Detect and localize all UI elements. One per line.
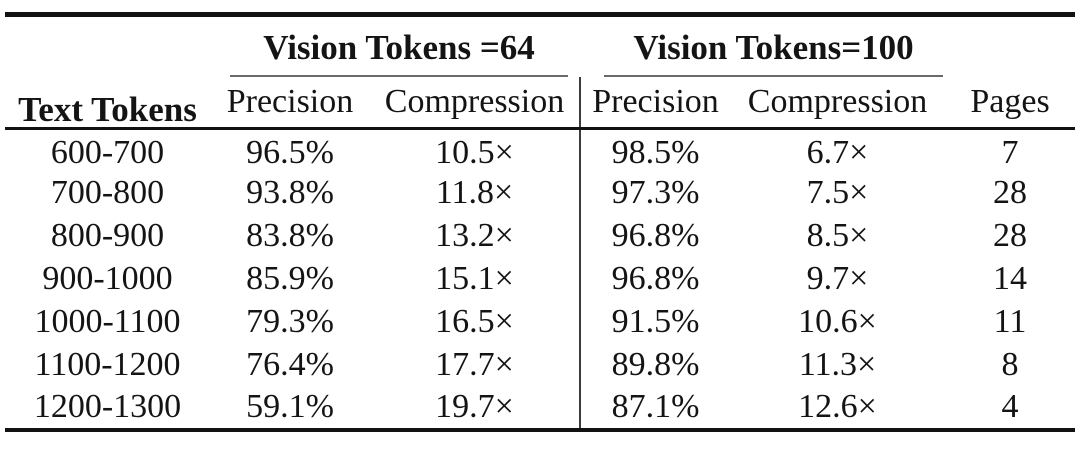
table-row: 1100-1200 76.4% 17.7× 89.8% 11.3× 8 — [5, 343, 1075, 387]
subheader-row: Precision Compression Precision Compress… — [5, 76, 1076, 130]
cell-compression-64: 17.7× — [435, 346, 514, 383]
cell-pages: 28 — [993, 174, 1028, 211]
cell-precision-64: 76.4% — [246, 346, 334, 383]
cell-compression-100: 9.7× — [806, 260, 869, 297]
cell-text-tokens: 900-1000 — [42, 260, 173, 297]
cell-pages: 7 — [1001, 133, 1019, 171]
subheader-precision-64: Precision — [210, 76, 370, 130]
cell-compression-100: 10.6× — [798, 303, 877, 340]
table-row: 1000-1100 79.3% 16.5× 91.5% 10.6× 11 — [5, 300, 1075, 344]
cell-pages: 8 — [1001, 346, 1019, 383]
cell-precision-64: 83.8% — [246, 217, 334, 254]
cell-precision-100: 96.8% — [579, 257, 731, 301]
cell-text-tokens: 600-700 — [50, 133, 165, 171]
table-row: 600-700 96.5% 10.5× 98.5% 6.7× 7 — [5, 128, 1075, 172]
subheader-precision-100: Precision — [579, 76, 731, 130]
cell-pages: 14 — [993, 260, 1028, 297]
cell-precision-100: 89.8% — [579, 343, 731, 387]
cell-precision-64: 85.9% — [246, 260, 334, 297]
group-label-vision-tokens-64: Vision Tokens =64 — [230, 30, 569, 77]
cell-text-tokens: 1200-1300 — [33, 388, 182, 425]
cell-compression-64: 11.8× — [435, 174, 514, 211]
cell-compression-100: 11.3× — [798, 346, 877, 383]
cell-text-tokens: 800-900 — [50, 217, 165, 254]
cell-precision-100: 97.3% — [579, 171, 731, 215]
cell-precision-100: 91.5% — [579, 300, 731, 344]
table-row: 800-900 83.8% 13.2× 96.8% 8.5× 28 — [5, 214, 1075, 258]
cell-compression-100: 7.5× — [806, 174, 869, 211]
cell-compression-64: 13.2× — [435, 217, 514, 254]
cell-compression-100: 6.7× — [806, 133, 869, 171]
cell-precision-100: 98.5% — [579, 128, 731, 172]
cell-text-tokens: 1100-1200 — [34, 346, 181, 383]
group-header-empty — [945, 15, 1075, 77]
table-row: 900-1000 85.9% 15.1× 96.8% 9.7× 14 — [5, 257, 1075, 301]
group-label-vision-tokens-100: Vision Tokens=100 — [604, 30, 944, 77]
cell-text-tokens: 700-800 — [50, 174, 165, 211]
cell-compression-64: 19.7× — [435, 388, 514, 425]
group-header-row: Text Tokens Vision Tokens =64 Vision Tok… — [5, 14, 1075, 130]
cell-precision-64: 96.5% — [246, 133, 334, 171]
subheader-compression-100: Compression — [730, 76, 946, 130]
cell-precision-100: 96.8% — [579, 214, 731, 258]
group-header-vision-tokens-64: Vision Tokens =64 — [210, 15, 580, 77]
table-row: 1200-1300 59.1% 19.7× 87.1% 12.6× 4 — [5, 386, 1075, 430]
cell-compression-100: 12.6× — [798, 388, 877, 425]
cell-compression-64: 16.5× — [435, 303, 514, 340]
subheader-pages: Pages — [945, 76, 1076, 130]
cell-compression-64: 10.5× — [435, 133, 514, 171]
cell-compression-64: 15.1× — [435, 260, 514, 297]
cell-precision-64: 59.1% — [246, 388, 334, 425]
cell-compression-100: 8.5× — [806, 217, 869, 254]
table-row: 700-800 93.8% 11.8× 97.3% 7.5× 28 — [5, 171, 1075, 215]
cell-pages: 4 — [1001, 388, 1019, 425]
cell-text-tokens: 1000-1100 — [34, 303, 181, 340]
results-table: Text Tokens Vision Tokens =64 Vision Tok… — [5, 12, 1076, 432]
group-header-vision-tokens-100: Vision Tokens=100 — [580, 15, 945, 77]
header-text-tokens: Text Tokens — [5, 14, 210, 130]
cell-precision-64: 79.3% — [246, 303, 334, 340]
cell-pages: 28 — [993, 217, 1028, 254]
cell-precision-64: 93.8% — [246, 174, 334, 211]
cell-precision-100: 87.1% — [579, 386, 731, 430]
cell-pages: 11 — [993, 303, 1027, 340]
subheader-compression-64: Compression — [370, 76, 581, 130]
